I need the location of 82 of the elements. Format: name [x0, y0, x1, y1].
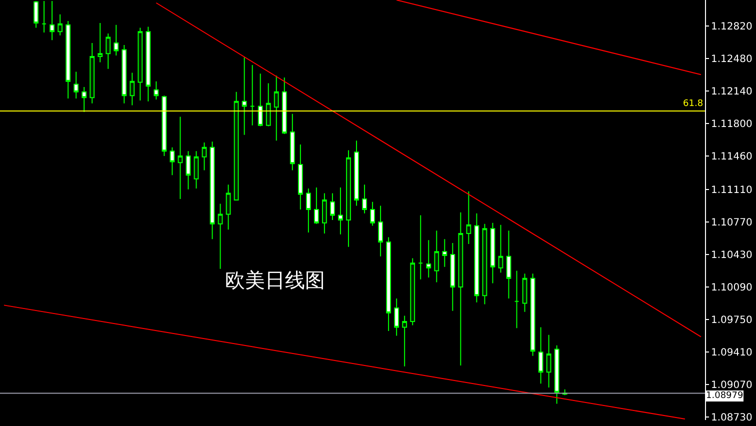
candlestick: [66, 20, 71, 100]
candlestick: [210, 141, 215, 240]
annotation: 61.8: [683, 99, 704, 109]
candlestick: [450, 242, 456, 312]
candlestick: [354, 140, 359, 206]
candlestick: [130, 72, 135, 106]
candlestick: [386, 236, 392, 332]
candlestick: [42, 0, 47, 34]
candlestick: [370, 201, 375, 226]
candlestick: [418, 214, 424, 280]
candlestick: [250, 64, 255, 126]
candlestick: [474, 212, 480, 303]
y-tick-label: 1.08730: [711, 412, 752, 424]
candlestick: [98, 22, 103, 63]
candlestick: [394, 298, 400, 336]
candlestick: [282, 76, 287, 134]
candlestick: [242, 56, 247, 136]
y-tick-label: 1.11800: [711, 118, 752, 130]
y-tick-label: 1.11460: [711, 151, 752, 162]
candlestick: [138, 27, 143, 101]
candlestick: [298, 144, 303, 210]
candlestick: [106, 32, 111, 70]
candlestick: [482, 223, 488, 305]
candlestick: [114, 24, 119, 56]
annotation: 欧美日线图: [225, 268, 325, 292]
y-tick-label: 1.09070: [711, 380, 752, 392]
candlestick: [50, 0, 55, 41]
candlestick: [322, 192, 327, 234]
candlestick: [410, 258, 416, 326]
y-tick-label: 1.11110: [711, 184, 752, 196]
candlestick: [274, 75, 279, 142]
candlestick: [330, 192, 335, 221]
candlestick: [74, 71, 79, 100]
y-tick-label: 1.12480: [711, 54, 752, 65]
y-tick-label: 1.10770: [711, 217, 752, 228]
candlestick: [442, 238, 448, 268]
candlestick: [522, 273, 528, 312]
candlestick: [554, 344, 560, 404]
candlestick: [162, 95, 167, 156]
candlestick: [314, 187, 319, 224]
candlestick: [202, 142, 207, 171]
candlestick: [426, 240, 432, 278]
candlestick: [338, 187, 343, 235]
candlestick: [178, 116, 183, 200]
y-tick-label: 1.12140: [711, 86, 752, 98]
candlestick: [82, 86, 87, 112]
candlestick: [402, 315, 408, 367]
candlestick: [258, 73, 263, 127]
candlestick: [458, 212, 464, 366]
candlestick: [378, 205, 383, 257]
candlestick: [186, 150, 191, 190]
candlestick: [170, 146, 175, 176]
candlestick: [218, 203, 223, 270]
candlestick: [346, 150, 351, 248]
y-tick-label: 1.10090: [711, 282, 752, 294]
ref-line-label: 1.08979: [706, 391, 744, 401]
candlestick: [530, 273, 536, 356]
candlestick: [146, 26, 151, 102]
candlestick: [546, 334, 552, 388]
candlestick: [194, 150, 199, 189]
y-tick-label: 1.12820: [711, 21, 752, 32]
candlestick: [154, 80, 159, 100]
candlestick: [58, 14, 63, 36]
candlestick: [514, 270, 520, 329]
candlestick: [506, 230, 512, 299]
y-tick-label: 1.10430: [711, 250, 752, 261]
candlestick: [490, 222, 496, 284]
y-tick-label: 1.09750: [711, 315, 752, 326]
candlestick: [290, 113, 295, 171]
candlestick: [306, 188, 311, 233]
candlestick: [362, 184, 367, 214]
candlestick: [122, 44, 127, 104]
candlestick: [234, 91, 239, 200]
candlestick: [498, 224, 504, 274]
candlestick: [266, 82, 271, 127]
candlestick: [34, 0, 39, 28]
candlestick: [90, 42, 95, 104]
candlestick: [434, 230, 440, 283]
y-tick-label: 1.09410: [711, 348, 752, 359]
candlestick: [226, 184, 231, 230]
candlestick: [466, 190, 472, 244]
candlestick: [538, 326, 544, 384]
